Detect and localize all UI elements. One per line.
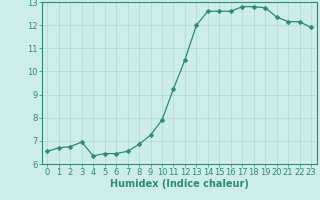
X-axis label: Humidex (Indice chaleur): Humidex (Indice chaleur) [110,179,249,189]
